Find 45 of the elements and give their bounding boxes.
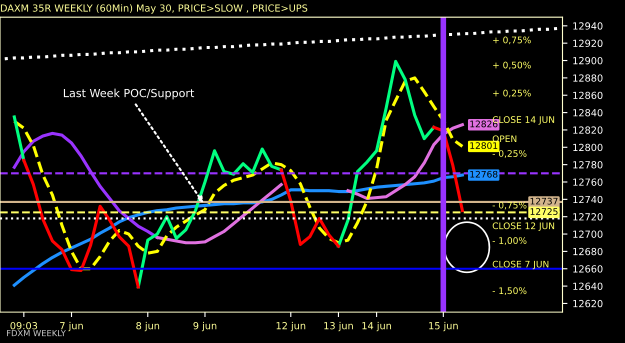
x-tick-label: 14 jun <box>362 322 392 332</box>
y-tick-label: 12800 <box>573 144 603 152</box>
line-series <box>3 26 560 60</box>
annotation: - 0,75% <box>492 202 526 210</box>
ref-line-label: 12725 <box>530 208 558 215</box>
annotation: + 0,50% <box>493 62 531 70</box>
x-tick-label: 9 jun <box>193 322 216 332</box>
x-tick-label: 8 jun <box>136 322 160 332</box>
y-tick-label: 12680 <box>573 248 603 256</box>
annotation: - 1,00% <box>492 237 526 245</box>
annotation: Last Week POC/Support <box>64 88 194 100</box>
annotation: + 0,75% <box>493 36 531 44</box>
x-tick-label: 12 jun <box>276 322 306 332</box>
annotation: - 1,50% <box>492 287 526 296</box>
data-label: 12801 <box>470 142 498 150</box>
data-label: 12826 <box>470 120 498 128</box>
annotation: CLOSE 7 JUN <box>492 260 548 270</box>
y-tick-label: 12620 <box>573 300 603 308</box>
y-tick-label: 12660 <box>573 265 603 273</box>
y-tick-label: 12780 <box>573 161 603 168</box>
y-tick-label: 12640 <box>573 282 603 290</box>
annotation: - 0,25% <box>492 150 526 158</box>
y-tick-label: 12720 <box>573 213 603 221</box>
line-series <box>12 76 464 270</box>
y-tick-label: 12880 <box>573 74 603 82</box>
y-tick-label: 12820 <box>573 126 603 134</box>
y-tick-label: 12740 <box>573 196 603 204</box>
y-tick-label: 12840 <box>573 109 603 116</box>
x-tick-label: 7 jun <box>60 322 83 332</box>
x-tick-label: 09:03 <box>10 322 38 330</box>
data-label: 12768 <box>470 170 498 178</box>
y-tick-label: 12700 <box>573 230 603 238</box>
annotation: CLOSE 12 JUN <box>492 222 554 231</box>
y-tick-label: 12760 <box>573 178 603 186</box>
y-tick-label: 12940 <box>573 22 603 30</box>
x-tick-label: 13 jun <box>324 322 353 332</box>
ref-line-label: 12737 <box>530 198 558 205</box>
annotation: OPEN <box>492 135 516 142</box>
x-tick-label: 15 jun <box>429 322 458 332</box>
y-tick-label: 12860 <box>573 92 603 100</box>
y-tick-label: 12920 <box>573 40 603 48</box>
annotation: + 0,25% <box>493 90 531 98</box>
chart-title: DAXM 35R WEEKLY (60Min) May 30, PRICE>SLOW , PRICE>UPS <box>0 4 308 14</box>
text: FDXM WEEKLY <box>7 330 66 336</box>
y-tick-label: 12900 <box>573 57 603 64</box>
